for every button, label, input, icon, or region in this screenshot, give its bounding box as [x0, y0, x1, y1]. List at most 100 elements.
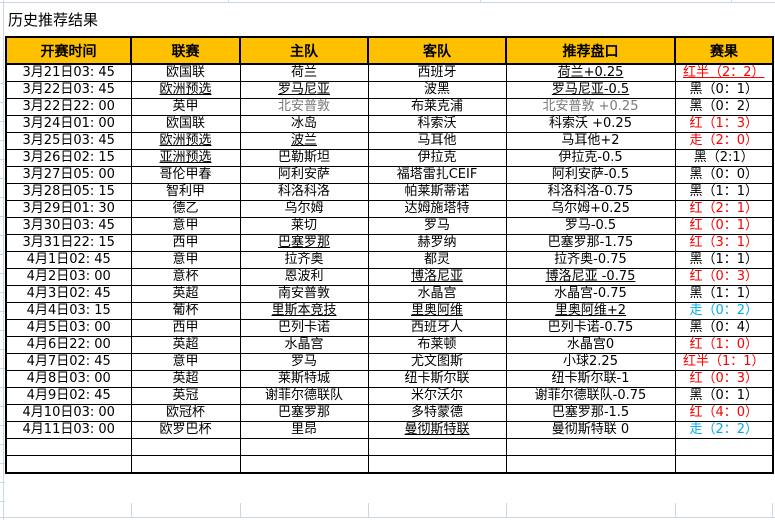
cell-time[interactable]: 4月4日03: 15 [5, 302, 132, 320]
col-header-kickoff-time[interactable]: 开赛时间 [5, 36, 132, 65]
cell-time[interactable]: 3月22日22: 00 [5, 98, 132, 116]
cell-home-team[interactable]: 拉齐奥 [239, 251, 369, 269]
cell-handicap[interactable]: 水晶宫-0.75 [505, 285, 676, 303]
cell-handicap[interactable]: 巴塞罗那-1.75 [505, 234, 676, 252]
cell-result[interactable]: 红半（2：2） [674, 63, 774, 82]
cell-result[interactable]: 红（2：1） [674, 200, 774, 218]
cell-handicap[interactable]: 巴列卡诺-0.75 [505, 319, 676, 337]
cell-time[interactable]: 4月5日03: 00 [5, 319, 132, 337]
cell-league[interactable]: 西甲 [130, 234, 241, 252]
cell-league[interactable]: 英甲 [130, 98, 241, 116]
cell-home-team[interactable]: 里斯本竞技 [239, 302, 369, 320]
col-header-league[interactable]: 联赛 [130, 36, 241, 65]
cell-league[interactable]: 亚洲预选 [130, 149, 241, 167]
cell-away-team[interactable]: 米尔沃尔 [367, 387, 507, 405]
empty-cell[interactable] [5, 455, 132, 474]
cell-away-team[interactable]: 西班牙人 [367, 319, 507, 337]
cell-result[interactable]: 黑（0：4） [674, 319, 774, 337]
cell-home-team[interactable]: 阿利安萨 [239, 166, 369, 184]
cell-league[interactable]: 意杯 [130, 268, 241, 286]
cell-result[interactable]: 红（1：3） [674, 115, 774, 133]
cell-handicap[interactable]: 曼彻斯特联 0 [505, 421, 676, 439]
cell-handicap[interactable]: 阿利安萨-0.5 [505, 166, 676, 184]
cell-away-team[interactable]: 罗马 [367, 217, 507, 235]
cell-league[interactable]: 欧国联 [130, 63, 241, 82]
cell-result[interactable]: 黑（0：1） [674, 387, 774, 405]
cell-result[interactable]: 红（1：0） [674, 336, 774, 354]
cell-time[interactable]: 3月30日03: 45 [5, 217, 132, 235]
cell-league[interactable]: 欧冠杯 [130, 404, 241, 422]
cell-handicap[interactable]: 马耳他+2 [505, 132, 676, 150]
cell-result[interactable]: 红（0：3） [674, 370, 774, 388]
cell-away-team[interactable]: 布莱克浦 [367, 98, 507, 116]
cell-handicap[interactable]: 里奥阿维+2 [505, 302, 676, 320]
cell-handicap[interactable]: 罗马尼亚-0.5 [505, 81, 676, 99]
cell-away-team[interactable]: 里奥阿维 [367, 302, 507, 320]
cell-league[interactable]: 意甲 [130, 251, 241, 269]
cell-handicap[interactable]: 博洛尼亚 -0.75 [505, 268, 676, 286]
cell-league[interactable]: 意甲 [130, 217, 241, 235]
cell-league[interactable]: 英超 [130, 370, 241, 388]
cell-league[interactable]: 哥伦甲春 [130, 166, 241, 184]
col-header-away-team[interactable]: 客队 [367, 36, 507, 65]
cell-away-team[interactable]: 曼彻斯特联 [367, 421, 507, 439]
cell-home-team[interactable]: 巴塞罗那 [239, 404, 369, 422]
cell-handicap[interactable]: 伊拉克-0.5 [505, 149, 676, 167]
cell-away-team[interactable]: 博洛尼亚 [367, 268, 507, 286]
cell-handicap[interactable]: 科洛科洛-0.75 [505, 183, 676, 201]
cell-away-team[interactable]: 西班牙 [367, 63, 507, 82]
cell-league[interactable]: 英冠 [130, 387, 241, 405]
cell-result[interactable]: 红（3：1） [674, 234, 774, 252]
cell-away-team[interactable]: 福塔雷扎CEIF [367, 166, 507, 184]
empty-cell[interactable] [130, 438, 241, 456]
cell-away-team[interactable]: 都灵 [367, 251, 507, 269]
cell-league[interactable]: 葡杯 [130, 302, 241, 320]
cell-result[interactable]: 红（0：1） [674, 217, 774, 235]
cell-away-team[interactable]: 达姆施塔特 [367, 200, 507, 218]
cell-home-team[interactable]: 罗马 [239, 353, 369, 371]
empty-cell[interactable] [505, 438, 676, 456]
cell-time[interactable]: 3月21日03: 45 [5, 63, 132, 82]
cell-handicap[interactable]: 小球2.25 [505, 353, 676, 371]
cell-time[interactable]: 4月7日02: 45 [5, 353, 132, 371]
cell-league[interactable]: 欧国联 [130, 115, 241, 133]
empty-cell[interactable] [239, 455, 369, 474]
cell-time[interactable]: 3月26日02: 15 [5, 149, 132, 167]
cell-handicap[interactable]: 水晶宫0 [505, 336, 676, 354]
cell-time[interactable]: 3月25日03: 45 [5, 132, 132, 150]
cell-result[interactable]: 黑（0：1） [674, 81, 774, 99]
cell-home-team[interactable]: 乌尔姆 [239, 200, 369, 218]
empty-cell[interactable] [130, 455, 241, 474]
cell-handicap[interactable]: 拉齐奥-0.75 [505, 251, 676, 269]
empty-cell[interactable] [367, 455, 507, 474]
cell-home-team[interactable]: 水晶宫 [239, 336, 369, 354]
cell-result[interactable]: 黑（2:1） [674, 149, 774, 167]
cell-home-team[interactable]: 巴列卡诺 [239, 319, 369, 337]
cell-result[interactable]: 黑（1：1） [674, 251, 774, 269]
cell-time[interactable]: 4月6日22: 00 [5, 336, 132, 354]
cell-home-team[interactable]: 北安普敦 [239, 98, 369, 116]
cell-away-team[interactable]: 伊拉克 [367, 149, 507, 167]
cell-result[interactable]: 走（2：0） [674, 132, 774, 150]
cell-home-team[interactable]: 巴勒斯坦 [239, 149, 369, 167]
cell-handicap[interactable]: 谢菲尔德联队-0.75 [505, 387, 676, 405]
cell-league[interactable]: 意甲 [130, 353, 241, 371]
cell-result[interactable]: 红（0：3） [674, 268, 774, 286]
cell-result[interactable]: 黑（0：2） [674, 98, 774, 116]
cell-home-team[interactable]: 冰岛 [239, 115, 369, 133]
cell-time[interactable]: 4月8日03: 00 [5, 370, 132, 388]
cell-handicap[interactable]: 巴塞罗那-1.5 [505, 404, 676, 422]
empty-cell[interactable] [674, 438, 774, 456]
cell-result[interactable]: 走（0：2） [674, 302, 774, 320]
cell-league[interactable]: 德乙 [130, 200, 241, 218]
cell-time[interactable]: 3月28日05: 15 [5, 183, 132, 201]
cell-time[interactable]: 3月29日01: 30 [5, 200, 132, 218]
cell-time[interactable]: 4月3日02: 45 [5, 285, 132, 303]
empty-cell[interactable] [5, 438, 132, 456]
empty-cell[interactable] [505, 455, 676, 474]
cell-result[interactable]: 黑（1：1） [674, 183, 774, 201]
cell-league[interactable]: 欧洲预选 [130, 132, 241, 150]
col-header-recommended-handicap[interactable]: 推荐盘口 [505, 36, 676, 65]
cell-league[interactable]: 英超 [130, 285, 241, 303]
cell-handicap[interactable]: 北安普敦 +0.25 [505, 98, 676, 116]
